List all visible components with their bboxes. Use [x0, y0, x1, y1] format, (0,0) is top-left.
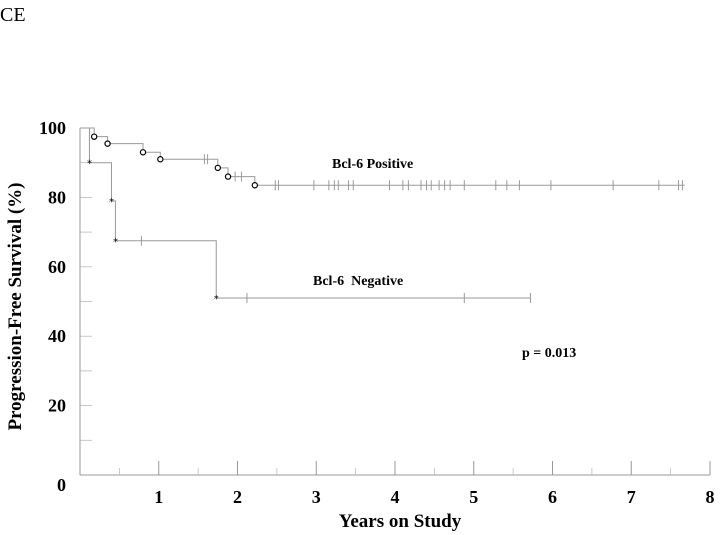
axes-layer [79, 128, 711, 476]
event-point [139, 149, 147, 156]
grid-layer [80, 127, 92, 441]
event-point: * [214, 294, 219, 305]
series-label: Bcl-6 Negative [313, 274, 403, 289]
x-tick-label: 4 [391, 487, 400, 507]
y-tick-label: 80 [48, 187, 66, 207]
x-tick-label: 8 [706, 487, 715, 507]
x-tick-label: 1 [154, 487, 163, 507]
x-tick-label: 6 [548, 487, 557, 507]
event-point [224, 173, 232, 180]
x-tick-label: 3 [312, 487, 321, 507]
event-point [90, 133, 98, 140]
y-axis-title: Progression-Free Survival (%) [5, 182, 26, 430]
event-point: * [87, 159, 92, 170]
x-tick-label: 7 [627, 487, 636, 507]
event-point [104, 140, 111, 147]
p-value-annotation: p = 0.013 [522, 346, 576, 361]
event-point [251, 182, 259, 189]
event-point: * [113, 237, 118, 248]
x-axis-title: Years on Study [339, 511, 462, 532]
figure-panel-label: CE [0, 4, 26, 26]
event-point [157, 156, 164, 163]
y-tick-label: 0 [57, 475, 66, 495]
series-layer: * * * * [80, 127, 685, 305]
x-tick-label: 5 [469, 487, 478, 507]
y-tick-label: 20 [48, 396, 66, 416]
y-tick-label: 60 [48, 257, 66, 277]
x-tick-label: 2 [233, 487, 242, 507]
y-tick-label: 40 [48, 326, 66, 346]
event-point: * [109, 197, 114, 208]
series-line-1 [80, 127, 531, 299]
series-label: Bcl-6 Positive [332, 157, 413, 172]
event-point [214, 164, 222, 172]
y-tick-label: 100 [39, 118, 66, 138]
